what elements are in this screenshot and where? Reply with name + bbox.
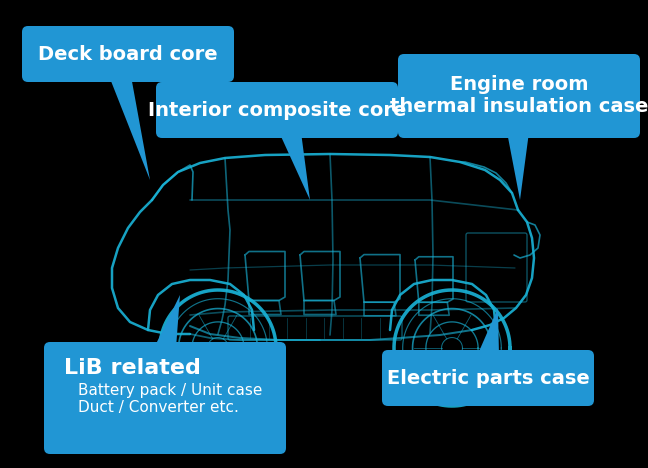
FancyBboxPatch shape bbox=[156, 82, 398, 138]
Polygon shape bbox=[109, 76, 150, 180]
Polygon shape bbox=[477, 308, 499, 356]
FancyBboxPatch shape bbox=[398, 54, 640, 138]
Text: Deck board core: Deck board core bbox=[38, 44, 218, 64]
FancyBboxPatch shape bbox=[382, 350, 594, 406]
Text: Engine room
thermal insulation case: Engine room thermal insulation case bbox=[390, 75, 648, 117]
FancyBboxPatch shape bbox=[44, 342, 286, 454]
Text: Battery pack / Unit case: Battery pack / Unit case bbox=[78, 383, 262, 398]
Text: Interior composite core: Interior composite core bbox=[148, 101, 406, 119]
Text: LiB related: LiB related bbox=[64, 358, 201, 378]
Text: Electric parts case: Electric parts case bbox=[387, 368, 590, 388]
Polygon shape bbox=[507, 132, 529, 200]
Polygon shape bbox=[279, 132, 310, 200]
Polygon shape bbox=[154, 295, 180, 348]
Text: Duct / Converter etc.: Duct / Converter etc. bbox=[78, 401, 239, 416]
FancyBboxPatch shape bbox=[22, 26, 234, 82]
